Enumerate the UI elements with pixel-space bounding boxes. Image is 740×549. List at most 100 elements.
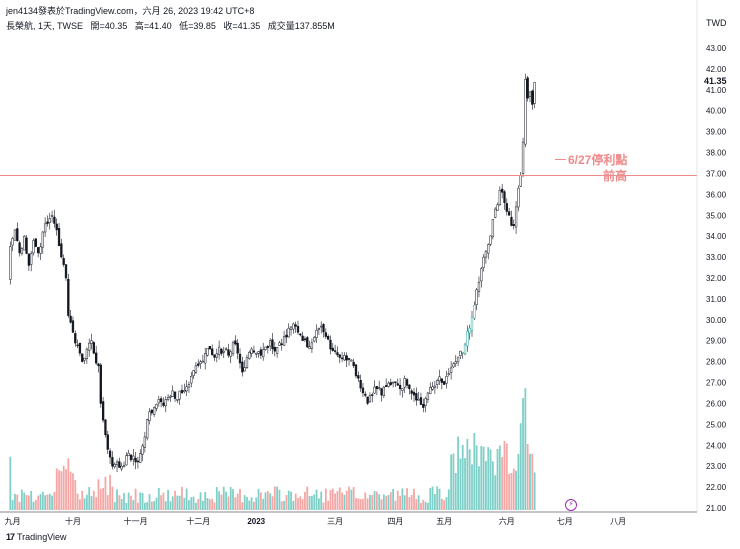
candle-body (11, 238, 14, 246)
candle-body (292, 323, 295, 330)
candle-body (197, 363, 200, 366)
volume-bar (85, 494, 88, 510)
volume-bar (475, 445, 478, 510)
volume-bar (496, 448, 499, 510)
candle-body (489, 235, 492, 245)
candle-body (164, 399, 167, 407)
volume-bar (25, 494, 28, 510)
volume-bar (443, 500, 446, 510)
candle-body (296, 325, 300, 333)
volume-bar (79, 499, 81, 510)
volume-bar (415, 499, 418, 510)
volume-bar (299, 496, 302, 510)
candle-body (459, 350, 462, 357)
candle-body (329, 339, 332, 350)
candle-body (53, 216, 56, 224)
volume-bar (90, 496, 93, 510)
candle-body (410, 390, 413, 394)
time-tick-label: 十二月 (186, 516, 210, 526)
volume-bar (60, 471, 63, 510)
volume-bar (389, 492, 392, 510)
high-value: 高=41.40 (134, 21, 172, 31)
candle-body (510, 216, 513, 226)
volume-bar (485, 461, 487, 510)
candle-body (23, 235, 26, 251)
volume-bar (315, 489, 318, 510)
candle-body (211, 348, 214, 356)
candle-body (347, 358, 351, 360)
volume-bar (227, 496, 230, 510)
volume-bar (413, 488, 415, 510)
volume-bar (62, 465, 65, 510)
price-tick-label: 43.00 (706, 44, 727, 53)
volume-value: 成交量137.855M (267, 21, 335, 31)
candle-body (473, 304, 476, 319)
price-tick-label: 33.00 (706, 253, 727, 262)
volume-bar (406, 488, 408, 510)
candle-body (125, 455, 128, 466)
volume-bar (197, 498, 200, 510)
currency-unit[interactable]: TWD (706, 18, 727, 28)
price-tick-label: 22.00 (706, 483, 727, 492)
volume-bar (32, 501, 35, 510)
candle-body (526, 77, 529, 99)
candle-body (498, 189, 501, 205)
candle-body (234, 340, 237, 345)
price-axis: 21.00 22.00 23.00 24.00 25.00 26.00 27.00 28.00… (706, 44, 727, 513)
volume-bar (206, 498, 209, 510)
volume-bar (220, 494, 223, 510)
volume-bar (222, 486, 225, 510)
candle-body (113, 463, 116, 468)
volume-bar (308, 495, 311, 510)
volume-bar (292, 500, 295, 510)
volume-bar (410, 494, 413, 510)
volume-bar (34, 499, 37, 510)
price-tick-label: 30.00 (706, 316, 727, 325)
volume-bar (215, 487, 218, 510)
time-axis: 九月 十月 十一月 十二月 2023 三月 四月 五月 六月 七月 八月 (5, 516, 627, 526)
volume-bar (118, 495, 121, 510)
volume-bar (473, 433, 476, 510)
candle-body (280, 343, 283, 345)
candle-body (385, 385, 388, 387)
candle-body (243, 367, 246, 372)
volume-bar (494, 475, 497, 510)
volume-bar (171, 496, 174, 510)
candle-body (120, 465, 123, 470)
volume-bar (320, 491, 323, 510)
candle-body (106, 434, 109, 450)
candle-body (37, 247, 40, 254)
volume-bar (74, 480, 77, 510)
candle-body (192, 370, 195, 376)
symbol-label[interactable]: 長榮航, 1天, TWSE (6, 21, 84, 31)
candle-body (533, 82, 536, 104)
volume-bar (176, 495, 179, 510)
volume-bar (464, 458, 466, 510)
candle-body (282, 336, 286, 346)
candle-body (443, 381, 446, 385)
volume-bar (352, 487, 355, 510)
volume-bar (366, 498, 369, 510)
volume-bar (132, 500, 135, 510)
volume-bar (164, 501, 167, 510)
candle-body (90, 340, 93, 344)
volume-bar (408, 497, 411, 510)
candle-body (440, 378, 443, 383)
lightning-icon[interactable]: ⚡ (565, 499, 577, 511)
volume-bar (273, 486, 276, 510)
candle-body (67, 278, 70, 316)
volume-bar (350, 489, 353, 510)
candle-body (501, 188, 504, 193)
candle-body (76, 344, 79, 347)
volume-bar (399, 495, 401, 510)
volume-bar (522, 398, 524, 510)
candle-body (241, 361, 244, 373)
volume-bar (157, 488, 160, 510)
candle-body (426, 392, 430, 400)
volume-bar (531, 453, 534, 510)
candle-body (27, 253, 31, 266)
footer-brand[interactable]: 17 TradingView (6, 532, 67, 542)
volume-bar (239, 488, 241, 510)
candle-body (173, 391, 177, 399)
